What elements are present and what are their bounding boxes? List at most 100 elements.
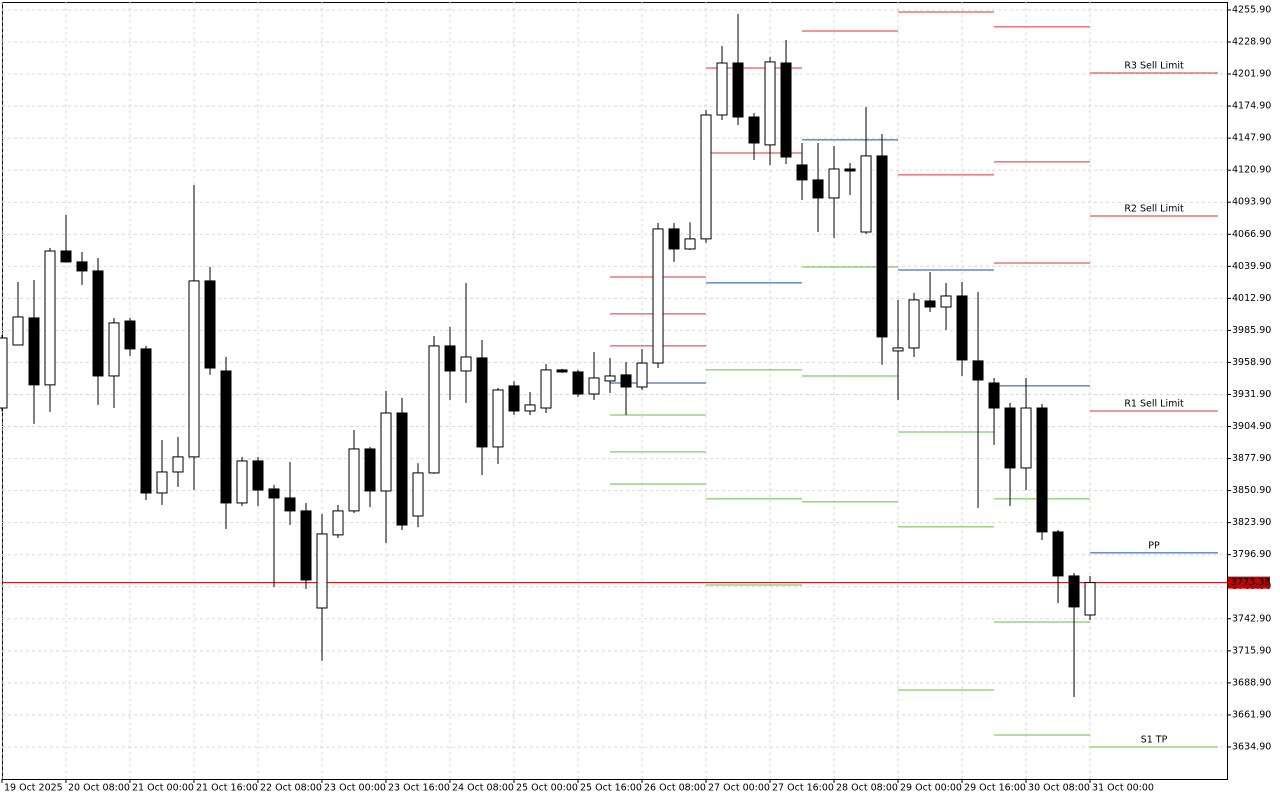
candle-body — [1004, 407, 1016, 469]
candle-body — [876, 155, 888, 338]
y-tick-label: 3877.90 — [1232, 453, 1271, 464]
candle-body — [268, 488, 280, 499]
y-tick-label: 3850.90 — [1232, 485, 1271, 496]
candle-body — [956, 295, 968, 361]
candle-body — [348, 448, 360, 512]
x-tick-label: 29 Oct 16:00 — [964, 783, 1026, 794]
y-tick-label: 3931.90 — [1232, 389, 1271, 400]
x-tick-label: 28 Oct 08:00 — [836, 783, 898, 794]
candle-body — [748, 116, 760, 144]
candle-body — [364, 448, 376, 492]
x-tick-label: 25 Oct 00:00 — [516, 783, 578, 794]
candle-body — [636, 362, 648, 388]
candle-body — [252, 460, 264, 491]
candle-body — [188, 280, 200, 458]
candle-body — [12, 316, 24, 346]
candle-body — [284, 497, 296, 512]
y-tick-label: 3688.90 — [1232, 677, 1271, 688]
y-tick-label: 4066.90 — [1232, 229, 1271, 240]
candle-body — [684, 238, 696, 250]
candle-body — [572, 371, 584, 395]
candle-body — [668, 228, 680, 250]
level-label: R2 Sell Limit — [1124, 203, 1184, 214]
x-tick-label: 21 Oct 00:00 — [132, 783, 194, 794]
candle-body — [828, 168, 840, 199]
x-tick-label: 31 Oct 00:00 — [1092, 783, 1154, 794]
level-label: S1 TP — [1141, 734, 1168, 745]
candle-body — [860, 155, 872, 233]
candle-body — [972, 360, 984, 381]
candle-body — [812, 179, 824, 199]
candle-body — [412, 472, 424, 517]
candle-body — [124, 320, 136, 350]
candle-body — [300, 510, 312, 581]
candle-body — [796, 164, 808, 181]
y-tick-label: 4012.90 — [1232, 293, 1271, 304]
candle-body — [1068, 575, 1080, 608]
candle-body — [332, 510, 344, 536]
y-tick-label: 4147.90 — [1232, 133, 1271, 144]
candle-body — [316, 533, 328, 609]
x-tick-label: 23 Oct 00:00 — [324, 783, 386, 794]
candle-body — [108, 322, 120, 377]
y-tick-label: 3742.90 — [1232, 613, 1271, 624]
y-tick-label: 4039.90 — [1232, 261, 1271, 272]
candle-body — [156, 471, 168, 494]
x-tick-label: 20 Oct 08:00 — [68, 783, 130, 794]
candle-body — [236, 460, 248, 504]
candle-body — [28, 317, 40, 386]
candle-body — [508, 385, 520, 412]
y-tick-label: 3661.90 — [1232, 709, 1271, 720]
candle-body — [76, 261, 88, 272]
x-tick-label: 29 Oct 00:00 — [900, 783, 962, 794]
candle-body — [556, 369, 568, 373]
y-tick-label: 4174.90 — [1232, 101, 1271, 112]
candle-body — [0, 337, 8, 409]
candle-body — [1036, 407, 1048, 533]
candle-body — [1052, 531, 1064, 577]
candle-body — [380, 412, 392, 492]
candle-body — [540, 369, 552, 409]
x-tick-label: 23 Oct 16:00 — [388, 783, 450, 794]
y-tick-label: 3715.90 — [1232, 645, 1271, 656]
candle-body — [220, 370, 232, 504]
candle-body — [476, 357, 488, 448]
candle-body — [204, 280, 216, 369]
x-tick-label: 30 Oct 08:00 — [1028, 783, 1090, 794]
candle-body — [60, 250, 72, 263]
x-tick-label: 21 Oct 16:00 — [196, 783, 258, 794]
candle-body — [732, 62, 744, 118]
level-label: R3 Sell Limit — [1124, 60, 1184, 71]
candle-body — [1020, 407, 1032, 469]
candle-body — [716, 62, 728, 116]
candle-body — [44, 250, 56, 386]
candle-body — [940, 295, 952, 308]
candle-body — [908, 299, 920, 349]
x-tick-label: 27 Oct 16:00 — [772, 783, 834, 794]
candle-body — [492, 389, 504, 448]
candle-body — [780, 62, 792, 158]
x-tick-label: 26 Oct 08:00 — [644, 783, 706, 794]
current-price-label: 3773.38 — [1231, 577, 1270, 588]
x-tick-label: 27 Oct 00:00 — [708, 783, 770, 794]
y-tick-label: 4201.90 — [1232, 69, 1271, 80]
y-tick-label: 4228.90 — [1232, 36, 1271, 47]
candle-body — [620, 374, 632, 388]
y-tick-label: 3823.90 — [1232, 517, 1271, 528]
x-tick-label: 22 Oct 08:00 — [260, 783, 322, 794]
candle-body — [924, 300, 936, 308]
y-tick-label: 4255.90 — [1232, 4, 1271, 15]
candle-body — [92, 270, 104, 377]
candle-body — [524, 404, 536, 412]
candle-body — [764, 61, 776, 146]
candle-body — [700, 114, 712, 240]
y-tick-label: 3958.90 — [1232, 357, 1271, 368]
x-tick-label: 19 Oct 2025 — [4, 783, 63, 794]
candle-body — [140, 348, 152, 494]
y-tick-label: 3634.90 — [1232, 741, 1271, 752]
plot-frame — [2, 2, 1228, 780]
candle-body — [988, 382, 1000, 409]
candle-body — [172, 456, 184, 473]
candle-body — [844, 168, 856, 172]
